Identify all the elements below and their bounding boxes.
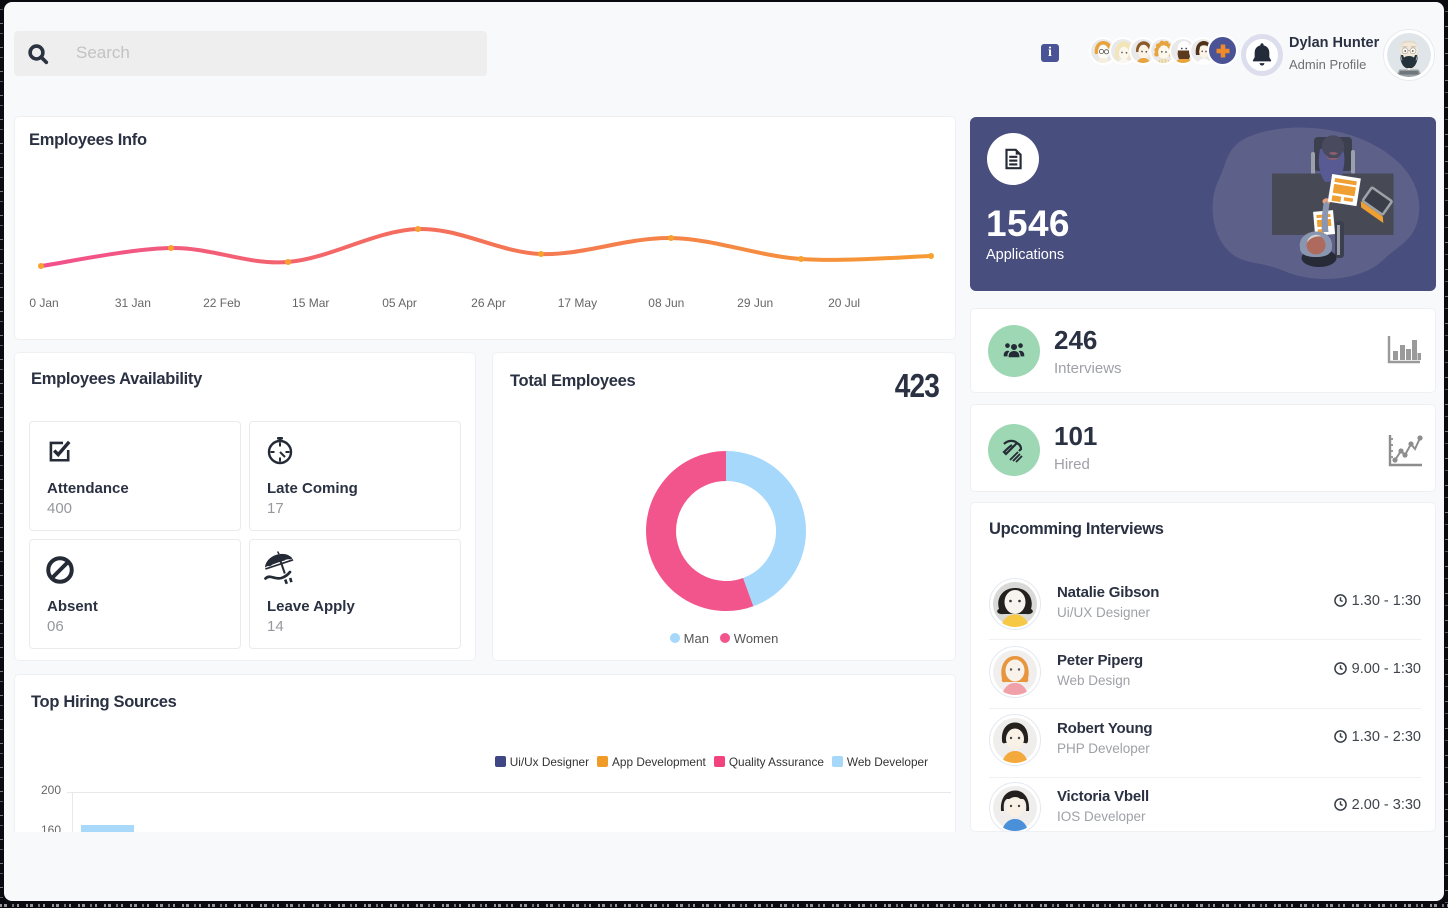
- svg-text:15 Mar: 15 Mar: [292, 296, 329, 310]
- svg-text:17 May: 17 May: [558, 296, 597, 310]
- svg-text:22 Feb: 22 Feb: [203, 296, 241, 310]
- svg-text:29 Jun: 29 Jun: [737, 296, 773, 310]
- svg-text:0 Jan: 0 Jan: [29, 296, 58, 310]
- svg-text:31 Jan: 31 Jan: [115, 296, 151, 310]
- svg-text:20 Jul: 20 Jul: [828, 296, 860, 310]
- svg-text:08 Jun: 08 Jun: [648, 296, 684, 310]
- svg-text:05 Apr: 05 Apr: [382, 296, 417, 310]
- svg-text:26 Apr: 26 Apr: [471, 296, 506, 310]
